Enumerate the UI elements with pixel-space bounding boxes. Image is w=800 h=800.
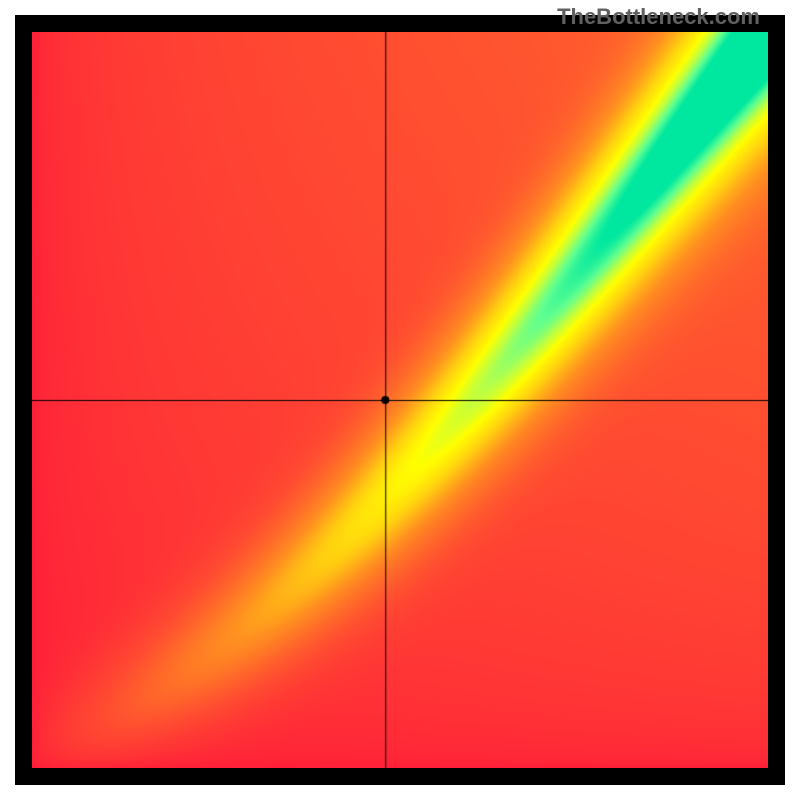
- bottleneck-heatmap: [32, 32, 768, 768]
- watermark-label: TheBottleneck.com: [557, 4, 760, 30]
- chart-container: TheBottleneck.com: [0, 0, 800, 800]
